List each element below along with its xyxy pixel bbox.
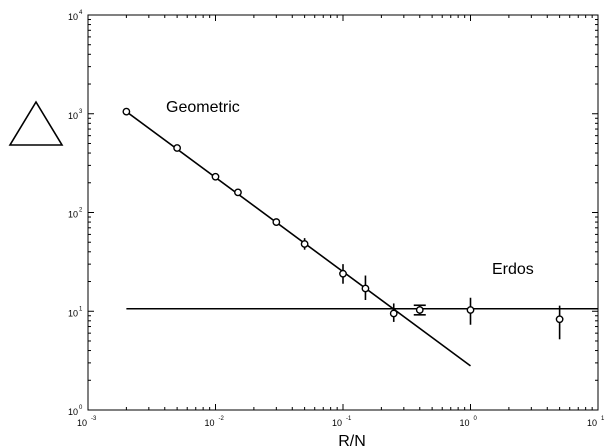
data-point-geometric bbox=[272, 218, 281, 226]
y-tick-label: 10 bbox=[68, 12, 78, 22]
data-point-geometric bbox=[339, 269, 347, 278]
x-tick-exponent: 0 bbox=[474, 416, 478, 422]
x-tick-label: 10 bbox=[77, 418, 87, 428]
y-tick-exponent: 1 bbox=[79, 306, 83, 312]
x-axis-title: R/N bbox=[338, 433, 366, 448]
y-tick-label: 10 bbox=[68, 407, 78, 417]
data-point-erdos bbox=[466, 306, 475, 314]
x-tick-exponent: -3 bbox=[91, 416, 97, 422]
x-tick-label: 10 bbox=[332, 418, 342, 428]
y-tick-exponent: 3 bbox=[79, 109, 83, 115]
y-tick-exponent: 2 bbox=[79, 208, 83, 214]
data-point-geometric bbox=[234, 188, 242, 197]
data-point-geometric bbox=[122, 107, 131, 116]
axis-ticks bbox=[87, 14, 599, 411]
tick-labels: 10 -3 10 -2 10 -1 10 0 10 110 010 110 210 310 4 bbox=[68, 10, 605, 428]
fit-lines bbox=[125, 111, 598, 367]
x-tick-label: 10 bbox=[204, 418, 214, 428]
y-tick-exponent: 0 bbox=[79, 405, 83, 411]
plot-frame bbox=[87, 14, 599, 411]
data-point-geometric bbox=[211, 172, 220, 181]
y-tick-exponent: 4 bbox=[79, 10, 83, 16]
data-point-geometric bbox=[361, 284, 370, 293]
y-tick-label: 10 bbox=[68, 111, 78, 121]
x-tick-exponent: 1 bbox=[601, 416, 605, 422]
data-point-geometric bbox=[173, 144, 182, 152]
data-points bbox=[122, 107, 564, 340]
x-tick-label: 10 bbox=[587, 418, 597, 428]
data-point-geometric bbox=[389, 309, 398, 318]
x-tick-exponent: -1 bbox=[346, 416, 352, 422]
x-tick-exponent: -2 bbox=[219, 416, 225, 422]
x-tick-label: 10 bbox=[459, 418, 469, 428]
y-tick-label: 10 bbox=[68, 308, 78, 318]
y-tick-label: 10 bbox=[68, 210, 78, 220]
y-axis-triangle-icon bbox=[8, 100, 64, 146]
fit-line-geometric bbox=[125, 111, 471, 367]
data-point-erdos bbox=[555, 315, 564, 324]
series-label-geometric: Geometric bbox=[166, 99, 240, 116]
data-point-erdos bbox=[415, 306, 424, 314]
series-label-erdos: Erdos bbox=[492, 261, 534, 278]
data-point-geometric bbox=[300, 240, 309, 248]
